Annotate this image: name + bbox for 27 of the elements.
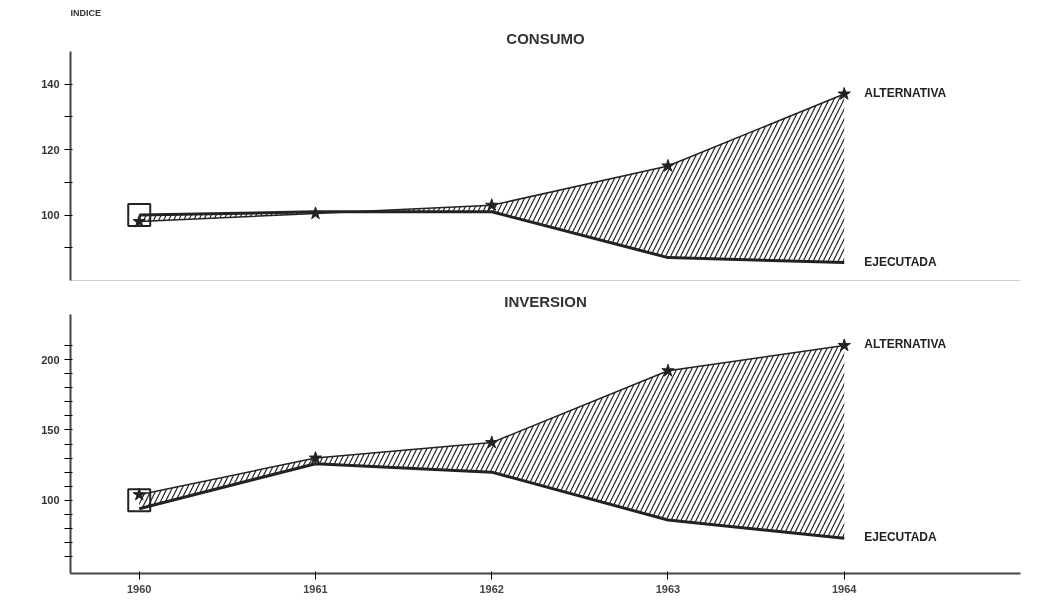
x-tick-label: 1964 bbox=[832, 582, 858, 595]
chart-title: CONSUMO bbox=[506, 29, 585, 47]
y-tick-label: 120 bbox=[41, 143, 60, 156]
y-axis-title: INDICE bbox=[70, 7, 102, 18]
point bbox=[127, 488, 152, 513]
point bbox=[837, 87, 851, 100]
x-tick-label: 1960 bbox=[127, 582, 152, 595]
point bbox=[837, 338, 851, 352]
point bbox=[127, 203, 152, 228]
series-label: ALTERNATIVA bbox=[864, 86, 947, 101]
y-tick-label: 140 bbox=[41, 78, 60, 91]
x-tick-label: 1961 bbox=[303, 582, 328, 595]
point bbox=[485, 435, 499, 449]
point bbox=[485, 198, 499, 212]
y-tick-label: 100 bbox=[41, 494, 60, 507]
series-label: EJECUTADA bbox=[864, 254, 938, 269]
point bbox=[308, 451, 323, 464]
chart-title: INVERSION bbox=[504, 292, 587, 310]
x-tick-label: 1962 bbox=[479, 582, 504, 595]
y-tick-label: 150 bbox=[41, 423, 60, 436]
series-label: EJECUTADA bbox=[864, 530, 938, 545]
y-tick-label: 100 bbox=[41, 209, 60, 222]
x-tick-label: 1963 bbox=[655, 582, 681, 595]
point bbox=[661, 159, 675, 172]
y-tick-label: 200 bbox=[41, 353, 60, 366]
point bbox=[661, 363, 675, 377]
series-label: ALTERNATIVA bbox=[864, 337, 947, 352]
